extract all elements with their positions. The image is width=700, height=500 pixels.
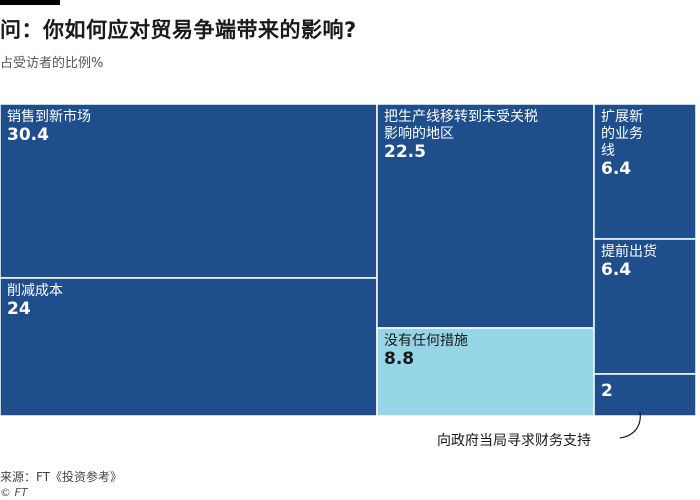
chart-title: 问：你如何应对贸易争端带来的影响? <box>0 18 357 42</box>
cell-value-early-shipping: 6.4 <box>601 260 631 280</box>
cell-value-new-markets: 30.4 <box>7 125 49 145</box>
treemap-cell-cut-costs <box>0 277 378 416</box>
cell-value-new-business-lines: 6.4 <box>601 159 631 179</box>
annotation-leader-line <box>619 411 641 439</box>
cell-label-relocate-production-2: 影响的地区 <box>384 126 454 142</box>
cell-label-no-action: 没有任何措施 <box>384 333 468 349</box>
cell-value-no-action: 8.8 <box>384 349 414 369</box>
treemap-cell-early-shipping <box>593 238 696 375</box>
cell-label-new-business-lines-1: 扩展新 <box>601 109 643 125</box>
cell-value-government-support: 2 <box>601 381 613 401</box>
treemap-cell-government-support <box>593 373 696 416</box>
cell-label-cut-costs: 削减成本 <box>7 283 63 299</box>
copyright-note: © FT <box>0 486 28 499</box>
cell-label-new-business-lines-3: 线 <box>601 143 615 159</box>
title-accent-bar <box>0 0 60 5</box>
cell-label-new-markets: 销售到新市场 <box>7 108 91 125</box>
source-note: 来源：FT《投资参考》 <box>0 470 123 484</box>
cell-label-new-business-lines-2: 的业务 <box>601 126 643 142</box>
treemap-cell-relocate-production <box>376 104 595 329</box>
treemap-cell-new-business-lines <box>593 104 696 240</box>
chart-subtitle: 占受访者的比例% <box>0 56 104 71</box>
treemap-cell-new-markets <box>0 104 378 279</box>
cell-value-cut-costs: 24 <box>7 299 31 319</box>
cell-value-relocate-production: 22.5 <box>384 142 426 162</box>
annotation-government-support: 向政府当局寻求财务支持 <box>437 433 591 449</box>
cell-label-relocate-production-1: 把生产线移转到未受关税 <box>384 109 538 125</box>
cell-label-early-shipping: 提前出货 <box>601 243 657 260</box>
